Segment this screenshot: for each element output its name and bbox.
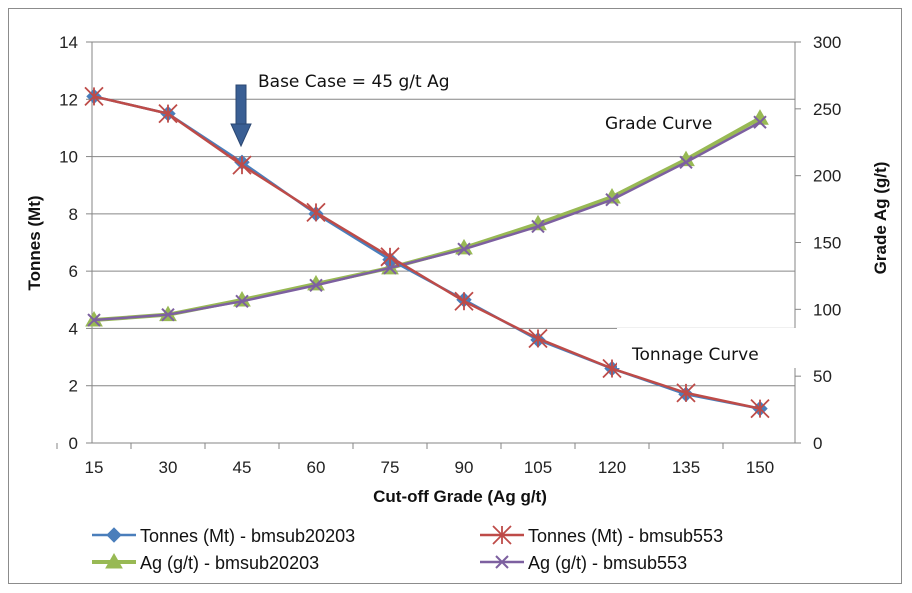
y-tick-label: 14 [59,33,78,52]
y2-tick-label: 200 [813,167,841,186]
data-point [750,398,770,419]
x-tick-label: 150 [746,458,774,477]
data-point [306,202,326,223]
data-point [383,261,397,275]
y2-tick-label: 300 [813,33,841,52]
y2-tick-label: 100 [813,300,841,319]
x-tick-label: 120 [598,458,626,477]
right-axis-ticks: 0 50 100 150 200 250 300 [795,33,841,453]
data-point [84,86,104,107]
legend: Tonnes (Mt) - bmsub20203 Tonnes (Mt) - bm… [92,525,723,573]
tonnage-curve-label: Tonnage Curve [631,345,759,365]
legend-item: Tonnes (Mt) - bmsub553 [480,525,723,546]
legend-label: Tonnes (Mt) - bmsub20203 [140,526,355,546]
legend-marker [495,555,509,569]
y-tick-label: 8 [69,205,78,224]
x-tick-label: 105 [524,458,552,477]
series-line [93,95,761,410]
y2-axis-title: Grade Ag (g/t) [871,162,890,275]
x-tick-label: 135 [672,458,700,477]
y-tick-label: 0 [69,434,78,453]
y-tick-label: 10 [59,148,78,167]
x-tick-label: 30 [159,458,178,477]
base-case-annotation: Base Case = 45 g/t Ag [230,72,450,148]
series-line [93,121,761,322]
legend-label: Ag (g/t) - bmsub20203 [140,553,319,573]
data-point [753,115,767,129]
legend-label: Ag (g/t) - bmsub553 [528,553,687,573]
legend-label: Tonnes (Mt) - bmsub553 [528,526,723,546]
series-2 [84,86,770,419]
data-point [454,291,474,311]
y-tick-label: 4 [69,319,78,338]
x-tick-label: 75 [381,458,400,477]
y-axis-title: Tonnes (Mt) [25,195,44,290]
legend-marker [105,552,123,569]
x-tick-label: 15 [85,458,104,477]
y2-tick-label: 150 [813,234,841,253]
legend-marker [492,525,512,545]
y-tick-label: 6 [69,262,78,281]
data-point [380,247,400,267]
tonnage-label-background [617,328,803,368]
x-tick-label: 90 [455,458,474,477]
y2-tick-label: 250 [813,100,841,119]
data-point [457,242,471,256]
series-3 [85,109,769,327]
left-axis-ticks: 0 2 4 6 8 10 12 14 [59,33,92,453]
data-point [605,193,619,207]
legend-item: Ag (g/t) - bmsub553 [480,553,687,573]
y2-tick-label: 50 [813,367,832,386]
legend-marker [106,527,122,543]
x-axis-title: Cut-off Grade (Ag g/t) [373,487,547,506]
x-tick-label: 60 [307,458,326,477]
series-4 [87,115,767,327]
x-axis-ticks: 15 30 45 60 75 90 105 120 135 150 [56,443,774,477]
y-tick-label: 2 [69,377,78,396]
legend-item: Tonnes (Mt) - bmsub20203 [92,526,355,546]
data-point [528,328,548,349]
data-point [158,103,178,124]
x-tick-label: 45 [233,458,252,477]
data-point [679,155,693,170]
plot-area [91,41,796,444]
grade-curve-label: Grade Curve [605,114,712,134]
base-case-label: Base Case = 45 g/t Ag [258,72,450,92]
data-point [309,278,323,292]
base-case-arrow-shaft [235,84,247,126]
data-point [676,383,696,403]
data-point [232,155,252,175]
y2-tick-label: 0 [813,434,822,453]
series-line [93,116,761,323]
data-point [531,219,545,234]
down-arrow-icon [230,123,252,148]
legend-item: Ag (g/t) - bmsub20203 [92,552,319,573]
data-point [235,294,249,309]
y-tick-label: 12 [59,90,78,109]
data-point [161,307,175,322]
data-point [87,313,101,327]
series-layer [84,86,770,419]
